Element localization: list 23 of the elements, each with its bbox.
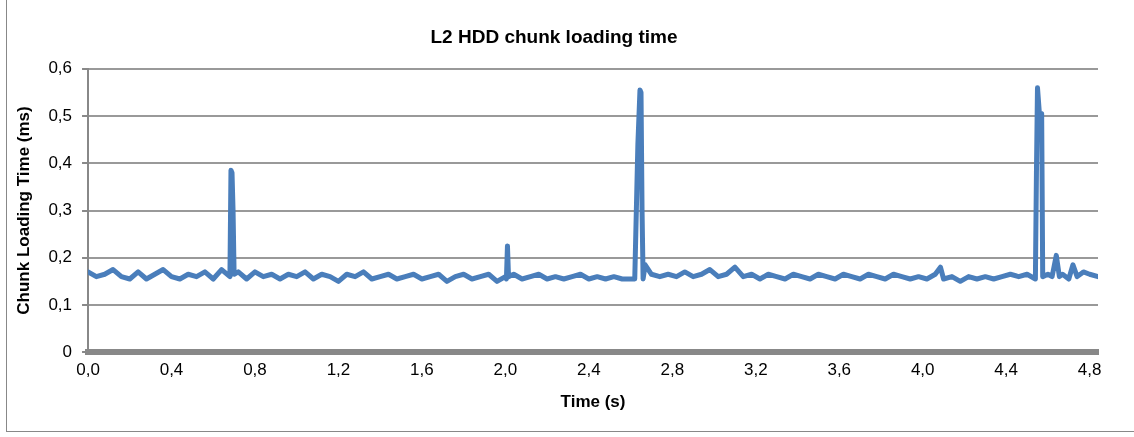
x-tick-label: 0,8 (243, 360, 267, 380)
y-tick-label: 0,6 (48, 58, 73, 78)
x-tick-label: 0,0 (76, 360, 100, 380)
x-tick-label: 2,0 (493, 360, 518, 380)
x-tick-label: 4,4 (994, 360, 1019, 380)
y-tick-label: 0,1 (48, 294, 73, 314)
x-tick-label: 1,2 (326, 360, 351, 380)
y-tick-label: 0,5 (48, 105, 73, 125)
x-tick-label: 2,4 (577, 360, 601, 380)
chart-title: L2 HDD chunk loading time (430, 25, 678, 47)
x-tick-label: 4,0 (910, 360, 935, 380)
y-axis-title: Chunk Loading Time (ms) (13, 106, 33, 315)
x-tick-label: 0,4 (159, 360, 184, 380)
y-tick-label: 0,4 (48, 152, 73, 172)
x-tick-label: 2,8 (660, 360, 685, 380)
x-tick-label: 3,6 (827, 360, 852, 380)
x-tick-label: 4,8 (1077, 360, 1102, 380)
x-tick-label: 1,6 (410, 360, 434, 380)
x-axis-title: Time (s) (560, 392, 626, 412)
y-tick-label: 0 (62, 341, 73, 361)
y-tick-label: 0,3 (48, 200, 73, 220)
y-tick-label: 0,2 (48, 247, 73, 267)
x-tick-label: 3,2 (743, 360, 768, 380)
